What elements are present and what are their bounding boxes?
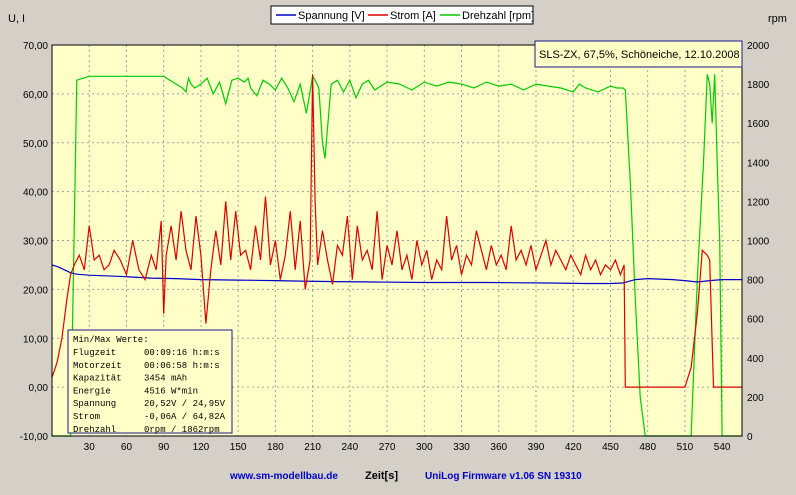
annotation: SLS-ZX, 67,5%, Schöneiche, 12.10.2008: [534, 40, 743, 68]
left-tick-label: 0,00: [29, 383, 49, 394]
x-tick-label: 450: [602, 442, 619, 453]
left-tick-label: -10,00: [20, 432, 49, 443]
x-tick-label: 390: [528, 442, 545, 453]
plot-border: [51, 44, 743, 437]
x-tick-label: 330: [453, 442, 470, 453]
x-tick-label: 120: [193, 442, 210, 453]
stats-row-label: Motorzeit: [73, 361, 122, 371]
right-tick-labels: 0 200 400 600 800 1000 1200 1400 1600 1800 2000: [747, 41, 770, 443]
stats-row-value: 3454 mAh: [144, 374, 187, 384]
right-tick-label: 2000: [747, 41, 770, 52]
left-tick-label: 60,00: [23, 90, 48, 101]
stats-row-label: Strom: [73, 412, 100, 422]
x-tick-label: 150: [230, 442, 247, 453]
legend: Spannung [V] Strom [A] Drehzahl [rpm]: [270, 5, 534, 25]
x-tick-label: 360: [490, 442, 507, 453]
x-tick-label: 30: [84, 442, 96, 453]
stats-row-value: -0,06A / 64,82A: [144, 412, 226, 422]
left-tick-label: 70,00: [23, 41, 48, 52]
right-tick-label: 1200: [747, 197, 770, 208]
right-tick-label: 1000: [747, 237, 770, 248]
stats-row-value: 20,52V / 24,95V: [144, 399, 226, 409]
stats-row-label: Drehzahl: [73, 425, 116, 435]
left-axis-label: U, I: [8, 13, 25, 25]
right-tick-label: 0: [747, 432, 753, 443]
x-tick-labels: 30 60 90 120 150 180 210 240 270 300 330 360 390 420 4…: [84, 442, 731, 453]
footer-firmware: UniLog Firmware v1.06 SN 19310: [425, 471, 582, 482]
legend-label-strom: Strom [A]: [390, 10, 436, 22]
right-tick-label: 800: [747, 276, 764, 287]
series-line-drehzahl: [52, 74, 742, 437]
stats-row-label: Flugzeit: [73, 348, 116, 358]
x-tick-label: 210: [304, 442, 321, 453]
left-tick-labels: -10,00 0,00 10,00 20,00 30,00 40,00 50,00 60,00…: [20, 41, 49, 443]
right-tick-label: 600: [747, 315, 764, 326]
series-line-strom: [51, 74, 742, 388]
stats-box: Min/Max Werte: Flugzeit 00:09:16 h:m:s Mot…: [67, 329, 233, 435]
x-tick-label: 420: [565, 442, 582, 453]
series-layer: [51, 74, 742, 437]
left-tick-label: 10,00: [23, 334, 48, 345]
x-tick-label: 300: [416, 442, 433, 453]
x-tick-label: 540: [714, 442, 731, 453]
footer-website: www.sm-modellbau.de: [229, 471, 338, 482]
right-tick-label: 1400: [747, 158, 770, 169]
x-tick-label: 240: [341, 442, 358, 453]
legend-box: [270, 5, 534, 25]
left-tick-label: 50,00: [23, 139, 48, 150]
stats-row-value: 4516 W*min: [144, 386, 198, 396]
stats-box-frame: [67, 329, 233, 434]
legend-label-spannung: Spannung [V]: [298, 10, 365, 22]
annotation-text: SLS-ZX, 67,5%, Schöneiche, 12.10.2008: [539, 49, 740, 61]
left-tick-label: 30,00: [23, 237, 48, 248]
right-tick-label: 400: [747, 354, 764, 365]
stats-title: Min/Max Werte:: [73, 335, 149, 345]
stats-row-value: 00:06:58 h:m:s: [144, 361, 220, 371]
stats-row-label: Energie: [73, 386, 111, 396]
right-tick-label: 200: [747, 393, 764, 404]
x-tick-label: 60: [121, 442, 133, 453]
series-line-spannung: [51, 264, 742, 285]
left-tick-label: 40,00: [23, 188, 48, 199]
x-tick-label: 270: [379, 442, 396, 453]
x-tick-label: 90: [158, 442, 170, 453]
stats-row-label: Kapazität: [73, 374, 122, 384]
x-tick-label: 510: [677, 442, 694, 453]
right-tick-label: 1600: [747, 119, 770, 130]
stats-row-value: 00:09:16 h:m:s: [144, 348, 220, 358]
left-tick-label: 20,00: [23, 285, 48, 296]
right-axis-label: rpm: [768, 13, 787, 25]
legend-label-drehzahl: Drehzahl [rpm]: [462, 10, 534, 22]
x-axis-label: Zeit[s]: [365, 470, 398, 482]
right-tick-label: 1800: [747, 80, 770, 91]
x-tick-label: 180: [267, 442, 284, 453]
x-tick-label: 480: [639, 442, 656, 453]
stats-row-label: Spannung: [73, 399, 116, 409]
annotation-box: [534, 40, 743, 68]
stats-row-value: 0rpm / 1862rpm: [144, 425, 220, 435]
